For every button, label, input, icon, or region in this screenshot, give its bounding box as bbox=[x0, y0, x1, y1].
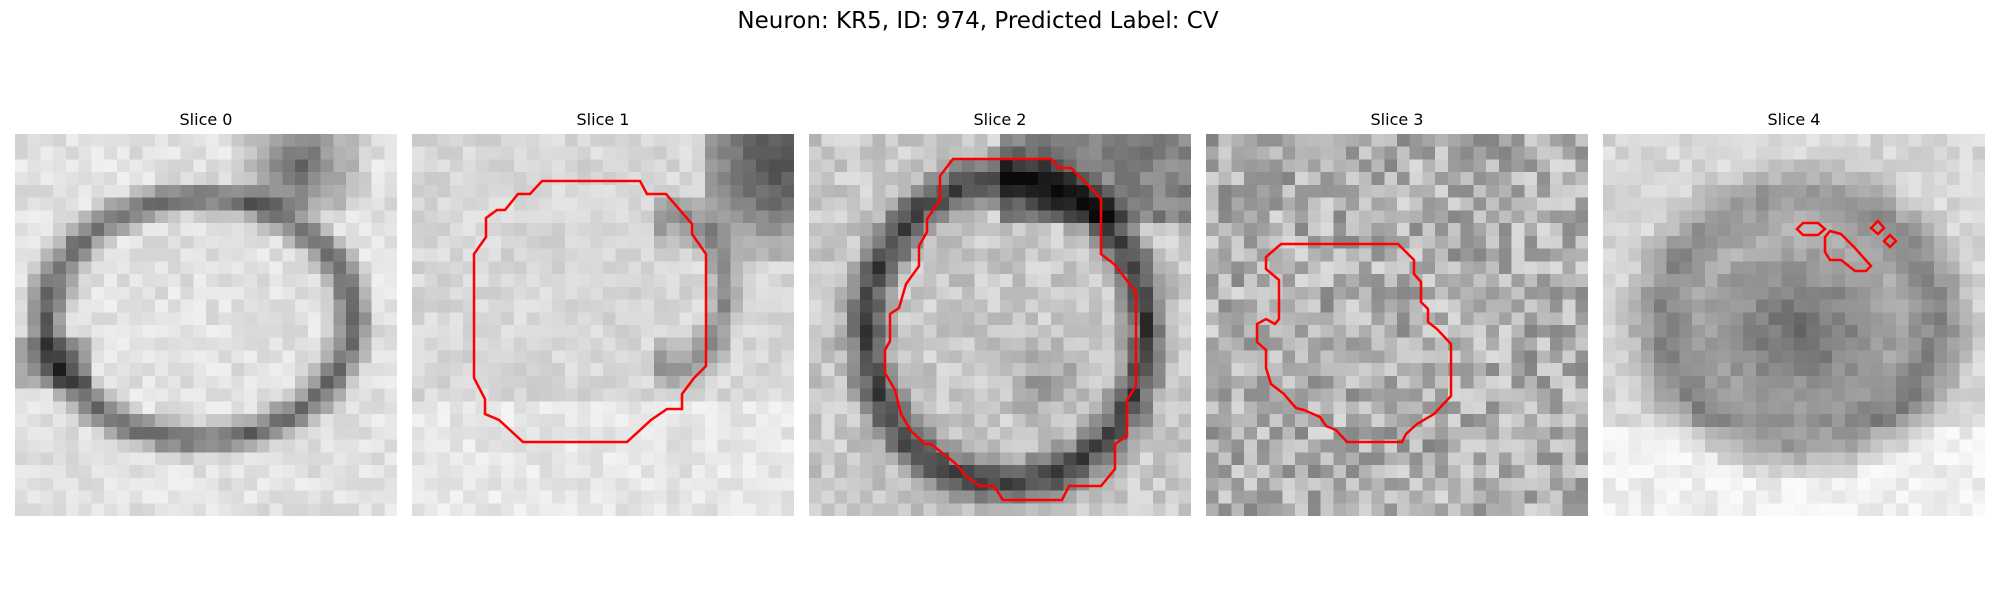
slice-0-micrograph bbox=[15, 134, 397, 516]
slice-1-micrograph bbox=[412, 134, 794, 516]
slice-3-contour bbox=[1255, 242, 1453, 444]
slice-2-contour bbox=[883, 157, 1138, 502]
slice-4-micrograph bbox=[1603, 134, 1985, 516]
slice-4-image bbox=[1603, 134, 1985, 516]
slice-4-contour-overlay bbox=[1795, 219, 1898, 273]
slice-2-contour-overlay bbox=[883, 157, 1138, 502]
figure-title: Neuron: KR5, ID: 974, Predicted Label: C… bbox=[737, 8, 1219, 34]
slice-1-contour-overlay bbox=[472, 179, 708, 444]
slice-4-contour-b bbox=[1823, 229, 1873, 273]
slice-0-title: Slice 0 bbox=[179, 110, 233, 129]
slice-3-title: Slice 3 bbox=[1370, 110, 1424, 129]
slice-2-image bbox=[809, 134, 1191, 516]
slice-3-micrograph bbox=[1206, 134, 1588, 516]
slice-1-title: Slice 1 bbox=[576, 110, 630, 129]
slice-2-title: Slice 2 bbox=[973, 110, 1027, 129]
slice-3-contour-overlay bbox=[1255, 242, 1453, 444]
slice-4-contour-c bbox=[1869, 219, 1886, 236]
slice-1-image bbox=[412, 134, 794, 516]
slice-2-micrograph bbox=[809, 134, 1191, 516]
slice-4-title: Slice 4 bbox=[1767, 110, 1821, 129]
slice-1-contour bbox=[472, 179, 708, 444]
slice-4-contour-a bbox=[1795, 221, 1827, 237]
slice-4-contour-d bbox=[1882, 233, 1898, 249]
slice-3-image bbox=[1206, 134, 1588, 516]
slice-0-image bbox=[15, 134, 397, 516]
